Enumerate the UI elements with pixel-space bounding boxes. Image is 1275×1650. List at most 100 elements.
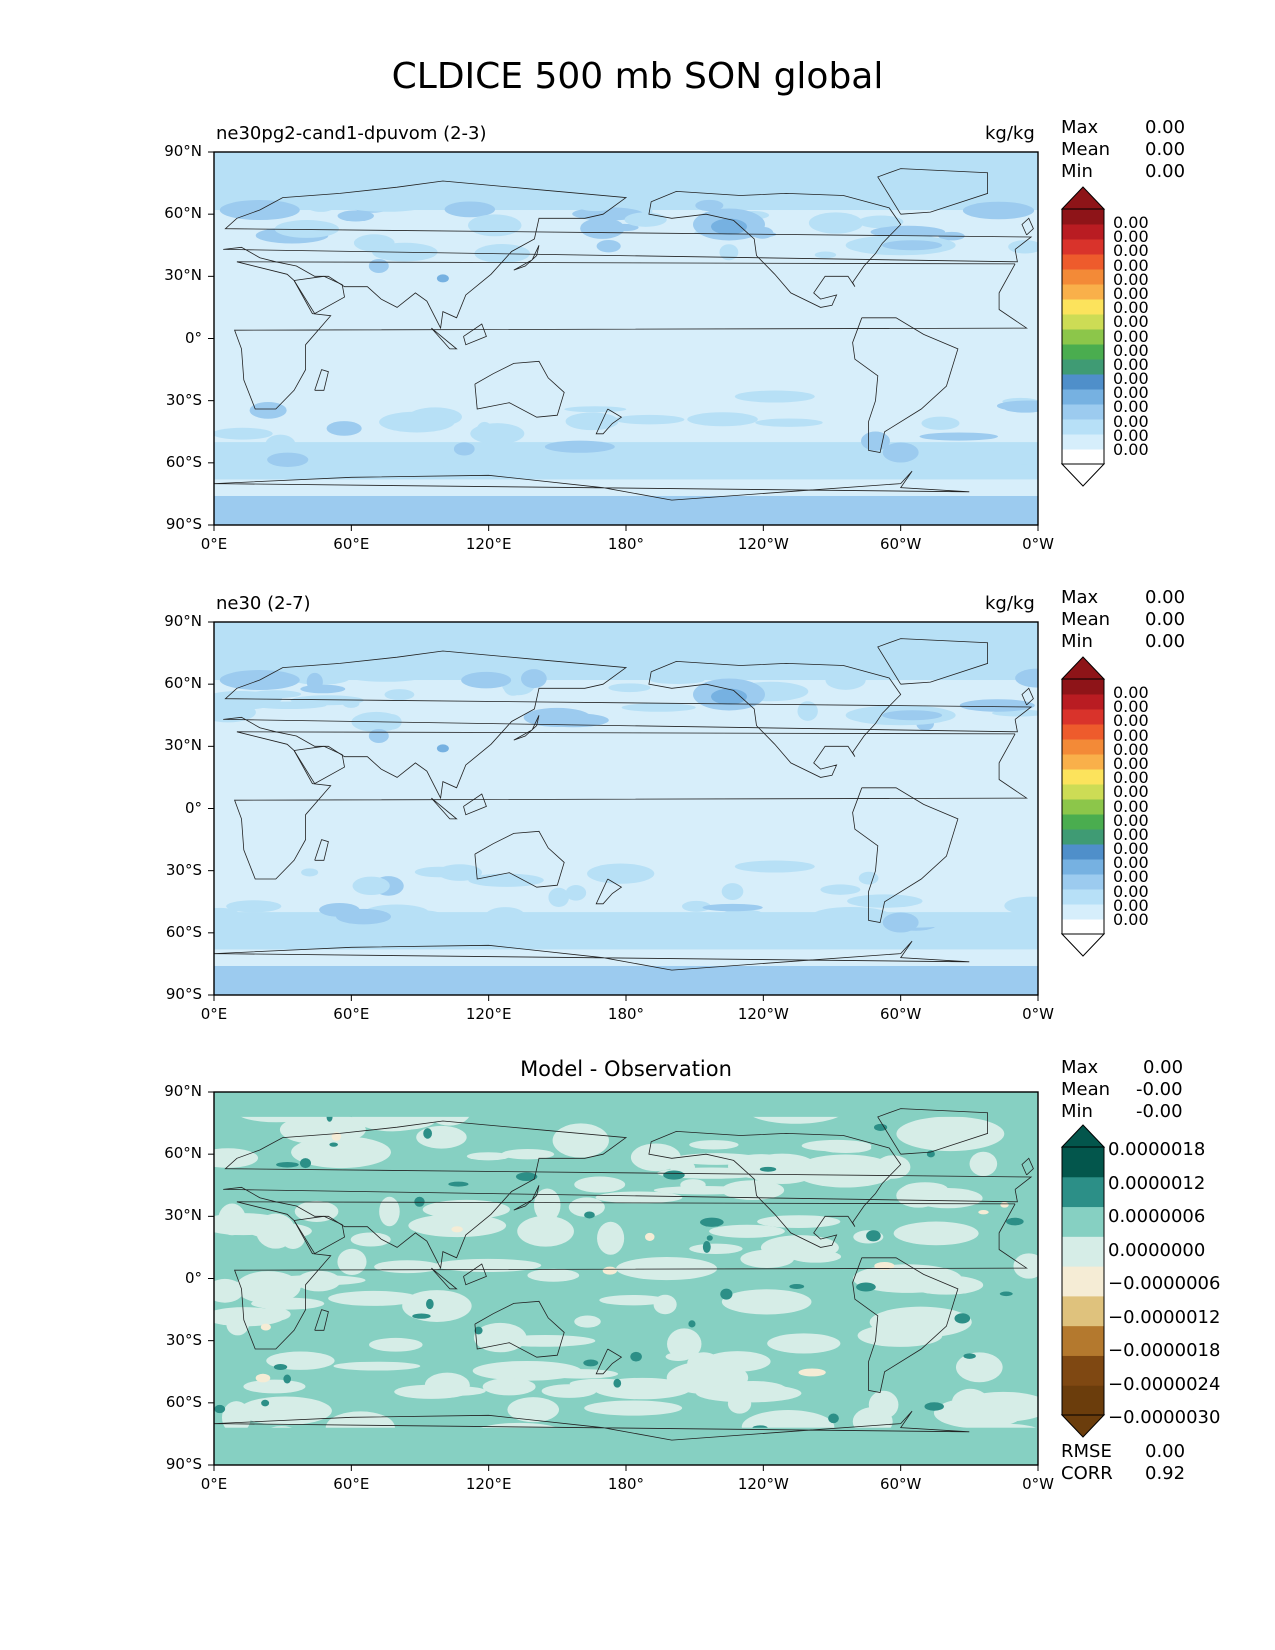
panel-3-colorbar-tick-label: −0.0000012 xyxy=(1108,1306,1221,1328)
panel-1-stat-value-mean: 0.00 xyxy=(1145,139,1186,160)
panel-1-colorbar-tick-label: 0.00 xyxy=(1113,411,1149,431)
panel-3-metric-value-corr: 0.92 xyxy=(1145,1463,1186,1484)
panel-1-colorbar-tick-label: 0.00 xyxy=(1113,213,1149,232)
panel-1-colorbar-tick-label: 0.00 xyxy=(1113,298,1149,318)
panel-3-stat-label-mean: Mean xyxy=(1061,1079,1111,1100)
panel-3-lat-tick-label: 0° xyxy=(184,1268,202,1287)
panel-2-stat-value-min: 0.00 xyxy=(1145,631,1186,652)
panel-2-lon-tick-label: 120°W xyxy=(737,1005,789,1023)
panel-1-colorbar-tick-label: 0.00 xyxy=(1113,397,1149,417)
panel-2-units: kg/kg xyxy=(985,593,1035,614)
panel-3-lon-tick-label: 120°E xyxy=(465,1475,512,1493)
panel-2-left-title: ne30 (2-7) xyxy=(216,593,311,614)
panel-2-colorbar xyxy=(1060,656,1106,957)
panel-2-stat-value-mean: 0.00 xyxy=(1145,609,1186,630)
panel-2-lat-tick-label: 30°S xyxy=(165,860,202,879)
panel-2-colorbar-tick-label: 0.00 xyxy=(1113,895,1149,915)
panel-1-lat-tick-label: 0° xyxy=(184,328,202,347)
panel-1-colorbar-tick-label: 0.00 xyxy=(1113,383,1149,403)
panel-1-colorbar-tick-label: 0.00 xyxy=(1113,241,1149,261)
panel-3-colorbar-tick-label: −0.0000006 xyxy=(1108,1273,1221,1294)
panel-1-lat-tick-label: 90°S xyxy=(165,515,202,533)
panel-3-center-title: Model - Observation xyxy=(520,1057,732,1081)
panel-2-lon-tick-label: 180° xyxy=(607,1005,645,1023)
panel-1-stat-label-max: Max xyxy=(1061,117,1099,138)
panel-3-colorbar-tick-label: 0.0000000 xyxy=(1108,1239,1206,1261)
panel-2-colorbar-tick-label: 0.00 xyxy=(1113,711,1149,731)
panel-3-lat-tick-label: 90°S xyxy=(165,1455,202,1473)
panel-2-colorbar-tick-label: 0.00 xyxy=(1113,824,1149,844)
panel-2-colorbar-tick-label: 0.00 xyxy=(1113,782,1149,802)
panel-3-stat-label-max: Max xyxy=(1061,1057,1099,1078)
panel-1-lon-tick-label: 0°E xyxy=(200,535,228,553)
panel-3-colorbar-tick-label: 0.0000012 xyxy=(1108,1172,1206,1194)
panel-1-lat-tick-label: 60°N xyxy=(164,204,202,223)
panel-2-colorbar-tick-label: 0.00 xyxy=(1113,810,1149,830)
panel-1-colorbar-tick-label: 0.00 xyxy=(1113,440,1149,459)
panel-1-colorbar-tick-label: 0.00 xyxy=(1113,312,1149,332)
panel-1-lon-tick-label: 120°W xyxy=(737,535,789,553)
panel-3-colorbar-tick-label: 0.0000018 xyxy=(1108,1139,1206,1160)
panel-2-colorbar-tick-label: 0.00 xyxy=(1113,910,1149,929)
figure-title: CLDICE 500 mb SON global xyxy=(391,56,884,97)
panel-3-lat-tick-label: 90°N xyxy=(164,1082,202,1100)
panel-1-units: kg/kg xyxy=(985,123,1035,144)
panel-3-lat-tick-label: 60°N xyxy=(164,1144,202,1163)
panel-1-colorbar-tick-label: 0.00 xyxy=(1113,425,1149,445)
panel-1-lat-tick-label: 30°N xyxy=(164,266,202,285)
panel-1-colorbar-tick-label: 0.00 xyxy=(1113,340,1149,360)
panel-1-lat-tick-label: 30°S xyxy=(165,390,202,409)
panel-2-colorbar-tick-label: 0.00 xyxy=(1113,853,1149,873)
panel-2-stat-label-min: Min xyxy=(1061,631,1093,652)
panel-3-lat-tick-label: 30°N xyxy=(164,1206,202,1225)
panel-1-lon-tick-label: 60°W xyxy=(879,535,922,553)
panel-2-lat-tick-label: 30°N xyxy=(164,736,202,755)
panel-2-stat-label-max: Max xyxy=(1061,587,1099,608)
panel-2-lat-tick-label: 90°N xyxy=(164,612,202,630)
panel-3-metric-value-rmse: 0.00 xyxy=(1145,1441,1186,1462)
panel-1-lon-tick-label: 180° xyxy=(607,535,645,553)
panel-2-lon-tick-label: 0°W xyxy=(1022,1005,1054,1023)
panel-3-colorbar-tick-label: 0.0000006 xyxy=(1108,1206,1206,1227)
panel-2-lat-tick-label: 60°S xyxy=(165,922,202,941)
panel-3-colorbar xyxy=(1060,1124,1106,1438)
panel-3-stat-value-max: 0.00 xyxy=(1143,1057,1184,1078)
panel-1-colorbar-tick-label: 0.00 xyxy=(1113,369,1149,389)
panel-3-lon-tick-label: 0°E xyxy=(200,1475,228,1493)
panel-2-lat-tick-label: 0° xyxy=(184,798,202,817)
panel-2-lon-tick-label: 60°W xyxy=(879,1005,922,1023)
panel-3-lat-tick-label: 30°S xyxy=(165,1330,202,1349)
panel-1-stat-label-mean: Mean xyxy=(1061,139,1111,160)
panel-3-colorbar-tick-label: −0.0000024 xyxy=(1108,1373,1221,1395)
panel-1-map xyxy=(214,152,1038,525)
panel-3-lon-tick-label: 0°W xyxy=(1022,1475,1054,1493)
panel-3-metric-label-rmse: RMSE xyxy=(1061,1441,1112,1462)
panel-2-colorbar-tick-label: 0.00 xyxy=(1113,739,1149,759)
panel-1-lon-tick-label: 120°E xyxy=(465,535,512,553)
panel-3-stat-value-min: -0.00 xyxy=(1136,1101,1183,1122)
panel-3-lon-tick-label: 60°W xyxy=(879,1475,922,1493)
panel-1-stat-value-min: 0.00 xyxy=(1145,161,1186,182)
panel-1-stat-label-min: Min xyxy=(1061,161,1093,182)
panel-2-colorbar-tick-label: 0.00 xyxy=(1113,697,1149,717)
panel-1-stat-value-max: 0.00 xyxy=(1145,117,1186,138)
panel-1-colorbar-tick-label: 0.00 xyxy=(1113,326,1149,346)
panel-2-lon-tick-label: 60°E xyxy=(333,1005,370,1023)
panel-3-lon-tick-label: 180° xyxy=(607,1475,645,1493)
panel-3-map xyxy=(214,1092,1038,1465)
panel-1-colorbar xyxy=(1060,186,1106,487)
panel-2-map xyxy=(214,622,1038,995)
panel-2-colorbar-tick-label: 0.00 xyxy=(1113,683,1149,702)
panel-1-lat-tick-label: 90°N xyxy=(164,142,202,160)
panel-1-colorbar-tick-label: 0.00 xyxy=(1113,283,1149,303)
panel-1-colorbar-tick-label: 0.00 xyxy=(1113,227,1149,247)
panel-1-colorbar-tick-label: 0.00 xyxy=(1113,255,1149,275)
panel-3-lat-tick-label: 60°S xyxy=(165,1392,202,1411)
panel-2-colorbar-tick-label: 0.00 xyxy=(1113,796,1149,816)
panel-3-lon-tick-label: 120°W xyxy=(737,1475,789,1493)
panel-2-lat-tick-label: 90°S xyxy=(165,985,202,1003)
panel-3-colorbar-tick-label: −0.0000018 xyxy=(1108,1340,1221,1361)
panel-2-lon-tick-label: 0°E xyxy=(200,1005,228,1023)
panel-3-colorbar-tick-label: −0.0000030 xyxy=(1108,1407,1221,1428)
